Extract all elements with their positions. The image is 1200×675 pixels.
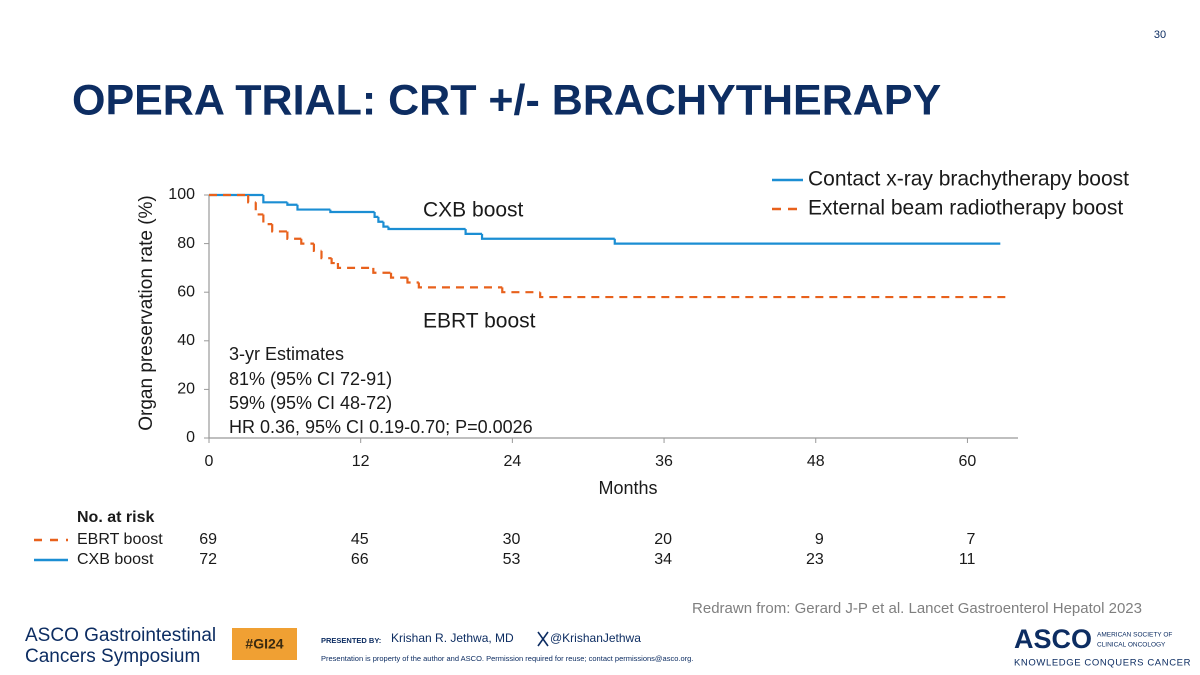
risk-count: 20 [654, 531, 672, 548]
km-step [373, 212, 379, 218]
km-step [254, 202, 264, 216]
estimate: 59% (95% CI 48-72) [229, 393, 392, 413]
km-step [464, 229, 483, 235]
km-step [480, 233, 615, 240]
km-step [286, 202, 298, 206]
risk-count: 53 [503, 551, 521, 568]
tagline: KNOWLEDGE CONQUERS CANCER [1014, 658, 1191, 669]
km-step [389, 272, 408, 279]
km-step [406, 277, 419, 284]
km-step [312, 243, 322, 252]
km-step [262, 214, 273, 226]
annotation: CXB boost [423, 199, 524, 222]
x-tick-label: 60 [959, 453, 977, 470]
hashtag: #GI24 [245, 636, 283, 652]
km-step [382, 221, 389, 228]
y-tick-label: 20 [177, 381, 195, 398]
km-step [336, 263, 374, 269]
km-step [501, 287, 541, 294]
presenter: Krishan R. Jethwa, MD [391, 631, 514, 645]
risk-count: 45 [351, 531, 369, 548]
km-step [539, 292, 1008, 299]
risk-row-label: CXB boost [77, 551, 154, 568]
annotation: EBRT boost [423, 310, 536, 333]
km-step [300, 238, 314, 245]
estimate: 3-yr Estimates [229, 344, 344, 364]
km-step [247, 195, 256, 204]
legend-label: External beam radiotherapy boost [808, 197, 1123, 220]
km-step [372, 267, 392, 274]
km-step [377, 216, 384, 223]
symposium-name: Cancers Symposium [25, 646, 200, 667]
estimate: 81% (95% CI 72-91) [229, 369, 392, 389]
risk-count: 30 [503, 531, 521, 548]
x-axis-label: Months [598, 478, 657, 498]
x-tick-label: 12 [352, 453, 370, 470]
km-step [417, 282, 503, 289]
society-name: AMERICAN SOCIETY OF [1097, 632, 1172, 639]
society-name: CLINICAL ONCOLOGY [1097, 642, 1166, 649]
x-tick-label: 36 [655, 453, 673, 470]
km-step [330, 258, 338, 265]
handle: @KrishanJethwa [550, 631, 641, 645]
km-step [387, 226, 466, 231]
risk-count: 66 [351, 551, 369, 568]
km-step [613, 238, 1001, 245]
risk-count: 34 [654, 551, 672, 568]
disclaimer: Presentation is property of the author a… [321, 654, 693, 663]
x-tick-label: 0 [205, 453, 214, 470]
x-tick-label: 24 [503, 453, 521, 470]
km-step [271, 224, 288, 233]
risk-row-label: EBRT boost [77, 531, 163, 548]
y-tick-label: 60 [177, 283, 195, 300]
x-tick-label: 48 [807, 453, 825, 470]
estimate: HR 0.36, 95% CI 0.19-0.70; P=0.0026 [229, 417, 533, 437]
x-icon [537, 631, 549, 647]
y-tick-label: 40 [177, 332, 195, 349]
risk-count: 11 [959, 551, 976, 568]
risk-count: 7 [967, 531, 976, 548]
risk-count: 23 [806, 551, 824, 568]
risk-table-title: No. at risk [77, 509, 154, 526]
km-step [262, 195, 288, 204]
presented-by: PRESENTED BY: [321, 636, 381, 645]
y-tick-label: 0 [186, 429, 195, 446]
y-axis-label: Organ preservation rate (%) [136, 195, 157, 431]
asco-logo: ASCO [1014, 624, 1092, 654]
hashtag-box [232, 628, 297, 660]
y-tick-label: 100 [168, 186, 195, 203]
slide-title: OPERA TRIAL: CRT +/- BRACHYTHERAPY [72, 76, 941, 124]
citation: Redrawn from: Gerard J-P et al. Lancet G… [692, 600, 1142, 617]
legend-label: Contact x-ray brachytherapy boost [808, 168, 1129, 191]
km-step [329, 209, 375, 214]
km-step [286, 231, 302, 240]
risk-count: 72 [199, 551, 217, 568]
slide-number: 30 [1154, 29, 1166, 41]
y-tick-label: 80 [177, 235, 195, 252]
risk-count: 9 [815, 531, 824, 548]
km-step [320, 250, 332, 260]
symposium-name: ASCO Gastrointestinal [25, 625, 216, 646]
risk-count: 69 [199, 531, 217, 548]
km-step [296, 204, 331, 211]
